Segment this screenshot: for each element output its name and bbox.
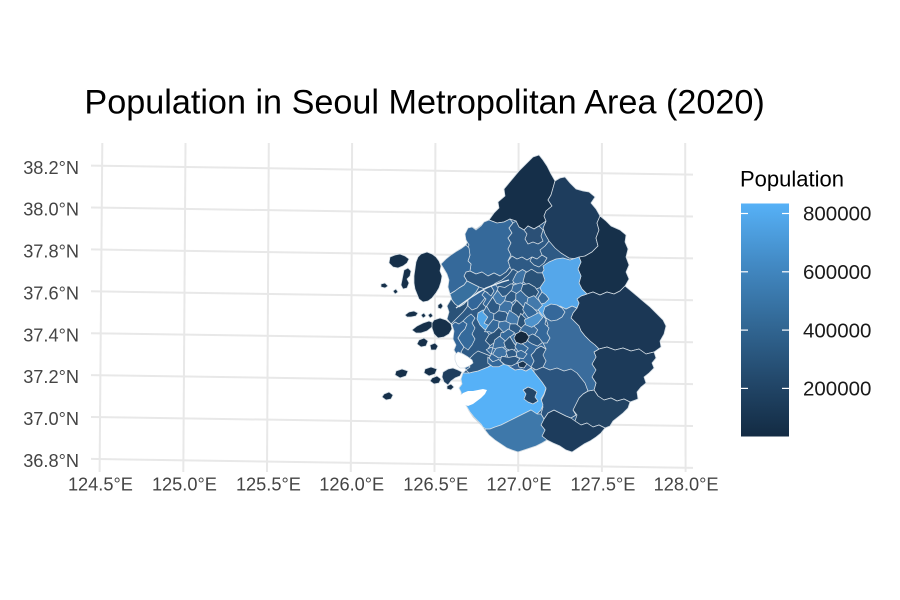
svg-text:125.0°E: 125.0°E: [152, 475, 217, 495]
svg-text:127.5°E: 127.5°E: [570, 475, 635, 495]
svg-text:124.5°E: 124.5°E: [68, 475, 133, 495]
svg-text:37.0°N: 37.0°N: [23, 409, 79, 429]
svg-text:200000: 200000: [803, 378, 871, 401]
svg-text:600000: 600000: [803, 261, 871, 284]
svg-text:37.8°N: 37.8°N: [23, 242, 79, 262]
svg-text:126.0°E: 126.0°E: [319, 475, 384, 495]
svg-text:37.4°N: 37.4°N: [23, 325, 79, 345]
svg-text:400000: 400000: [803, 319, 871, 342]
svg-text:125.5°E: 125.5°E: [236, 475, 301, 495]
svg-text:126.5°E: 126.5°E: [403, 475, 468, 495]
svg-text:128.0°E: 128.0°E: [654, 475, 719, 495]
svg-text:38.2°N: 38.2°N: [23, 158, 79, 178]
svg-text:Population in Seoul Metropolit: Population in Seoul Metropolitan Area (2…: [84, 84, 764, 122]
svg-text:37.6°N: 37.6°N: [23, 284, 79, 304]
svg-text:Population: Population: [740, 167, 844, 192]
svg-text:800000: 800000: [803, 203, 871, 226]
svg-text:37.2°N: 37.2°N: [23, 367, 79, 387]
svg-text:38.0°N: 38.0°N: [23, 200, 79, 220]
svg-text:36.8°N: 36.8°N: [23, 451, 79, 471]
svg-text:127.0°E: 127.0°E: [487, 475, 552, 495]
